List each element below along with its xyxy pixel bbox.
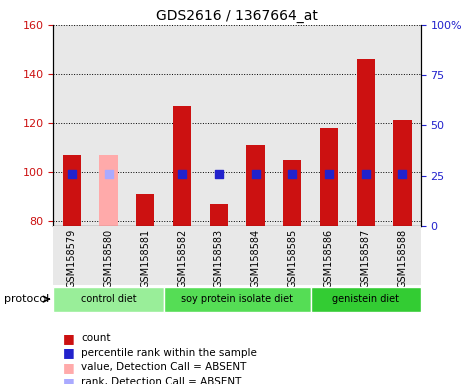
Bar	[53, 287, 164, 311]
Text: GSM158583: GSM158583	[214, 229, 224, 288]
Title: GDS2616 / 1367664_at: GDS2616 / 1367664_at	[156, 8, 318, 23]
Text: count: count	[81, 333, 111, 343]
Point	[288, 170, 296, 177]
Text: ■: ■	[63, 376, 74, 384]
Bar	[90, 226, 127, 285]
Bar	[173, 106, 191, 226]
Text: GSM158580: GSM158580	[104, 229, 113, 288]
Bar	[311, 226, 347, 285]
Point	[252, 170, 259, 177]
Point	[68, 170, 75, 177]
Point	[362, 170, 369, 177]
Bar	[210, 204, 228, 226]
Bar	[164, 287, 311, 311]
Bar	[127, 226, 164, 285]
Bar	[311, 287, 421, 311]
Bar	[283, 160, 301, 226]
Point	[399, 170, 406, 177]
Bar	[100, 155, 118, 226]
Bar	[136, 194, 154, 226]
Bar	[63, 155, 81, 226]
Text: genistein diet: genistein diet	[332, 294, 399, 304]
Point	[178, 170, 186, 177]
Text: control diet: control diet	[81, 294, 136, 304]
Text: protocol: protocol	[4, 294, 49, 304]
Point	[105, 170, 112, 177]
Point	[215, 170, 222, 177]
Bar	[274, 226, 311, 285]
Text: GSM158585: GSM158585	[287, 229, 297, 288]
Bar	[164, 226, 200, 285]
Text: rank, Detection Call = ABSENT: rank, Detection Call = ABSENT	[81, 377, 242, 384]
Bar	[347, 226, 384, 285]
Text: soy protein isolate diet: soy protein isolate diet	[181, 294, 293, 304]
Text: GSM158587: GSM158587	[361, 229, 371, 288]
Text: GSM158582: GSM158582	[177, 229, 187, 288]
Bar	[246, 145, 265, 226]
Bar	[53, 226, 90, 285]
Bar	[200, 226, 237, 285]
Bar	[384, 226, 421, 285]
Text: GSM158579: GSM158579	[67, 229, 77, 288]
Text: percentile rank within the sample: percentile rank within the sample	[81, 348, 257, 358]
Point	[325, 170, 332, 177]
Bar	[357, 59, 375, 226]
Text: value, Detection Call = ABSENT: value, Detection Call = ABSENT	[81, 362, 247, 372]
Text: ■: ■	[63, 346, 74, 359]
Text: ■: ■	[63, 332, 74, 345]
Text: GSM158588: GSM158588	[398, 229, 407, 288]
Bar	[237, 226, 274, 285]
Text: GSM158584: GSM158584	[251, 229, 260, 288]
Bar	[320, 128, 338, 226]
Text: GSM158581: GSM158581	[140, 229, 150, 288]
Text: GSM158586: GSM158586	[324, 229, 334, 288]
Text: ■: ■	[63, 361, 74, 374]
Bar	[393, 121, 412, 226]
